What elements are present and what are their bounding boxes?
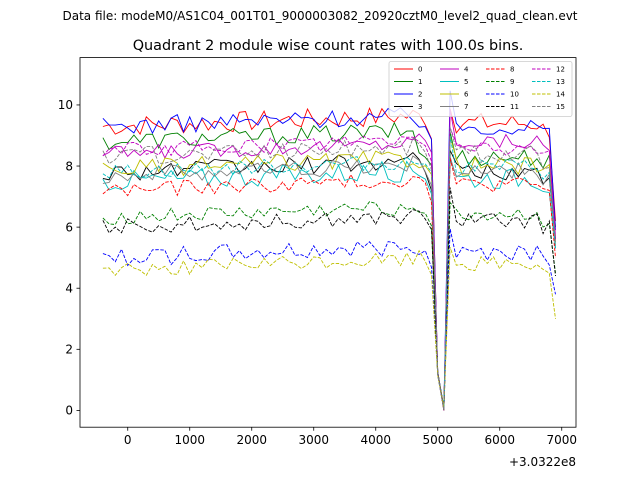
y-tick-label: 2 xyxy=(65,343,73,357)
series-line-14 xyxy=(102,247,556,408)
y-tick-label: 6 xyxy=(65,220,73,234)
legend-label-13: 13 xyxy=(556,78,565,86)
series-line-15 xyxy=(102,126,556,411)
y-tick-label: 8 xyxy=(65,159,73,173)
legend-label-6: 6 xyxy=(464,91,469,99)
x-tick-label: 0 xyxy=(124,433,132,447)
series-line-7 xyxy=(102,155,556,409)
legend-label-8: 8 xyxy=(510,66,514,74)
series-line-13 xyxy=(102,135,556,409)
x-tick-label: 5000 xyxy=(422,433,453,447)
chart-title: Quadrant 2 module wise count rates with … xyxy=(133,38,524,54)
legend-label-10: 10 xyxy=(510,91,519,99)
x-tick-label: 6000 xyxy=(484,433,515,447)
legend-label-2: 2 xyxy=(418,91,422,99)
figure-suptitle: Data file: modeM0/AS1C04_001T01_90000030… xyxy=(62,9,577,23)
series-line-1 xyxy=(102,121,556,409)
legend-label-7: 7 xyxy=(464,103,468,111)
legend-label-1: 1 xyxy=(418,78,422,86)
ticks-layer: 0 1000 2000 3000 4000 5000 6000 7000 0 2 4 6 8 10 xyxy=(58,98,577,447)
legend-label-5: 5 xyxy=(464,78,468,86)
x-tick-label: 4000 xyxy=(360,433,391,447)
series-line-10 xyxy=(102,228,556,409)
x-axis-offset-label: +3.0322e8 xyxy=(509,455,576,469)
legend-label-4: 4 xyxy=(464,66,469,74)
x-tick-label: 2000 xyxy=(236,433,267,447)
y-tick-label: 0 xyxy=(65,404,73,418)
legend-label-14: 14 xyxy=(556,91,565,99)
series-line-12 xyxy=(102,127,556,411)
legend-label-11: 11 xyxy=(510,103,519,111)
legend-label-12: 12 xyxy=(556,66,565,74)
axes-frame xyxy=(79,57,577,428)
series-line-9 xyxy=(102,201,556,411)
legend-label-15: 15 xyxy=(556,103,565,111)
series-line-8 xyxy=(102,158,556,408)
legend-label-3: 3 xyxy=(418,103,422,111)
legend-label-9: 9 xyxy=(510,78,514,86)
series-line-4 xyxy=(102,109,556,409)
y-tick-label: 4 xyxy=(65,282,73,296)
series-line-2 xyxy=(102,90,556,408)
series-line-11 xyxy=(102,187,556,408)
legend-frame xyxy=(388,61,573,117)
x-tick-label: 1000 xyxy=(174,433,205,447)
legend-label-0: 0 xyxy=(418,66,422,74)
x-tick-label: 7000 xyxy=(546,433,577,447)
x-tick-label: 3000 xyxy=(298,433,329,447)
series-line-6 xyxy=(102,136,556,411)
series-layer xyxy=(102,90,556,411)
y-tick-label: 10 xyxy=(58,98,73,112)
